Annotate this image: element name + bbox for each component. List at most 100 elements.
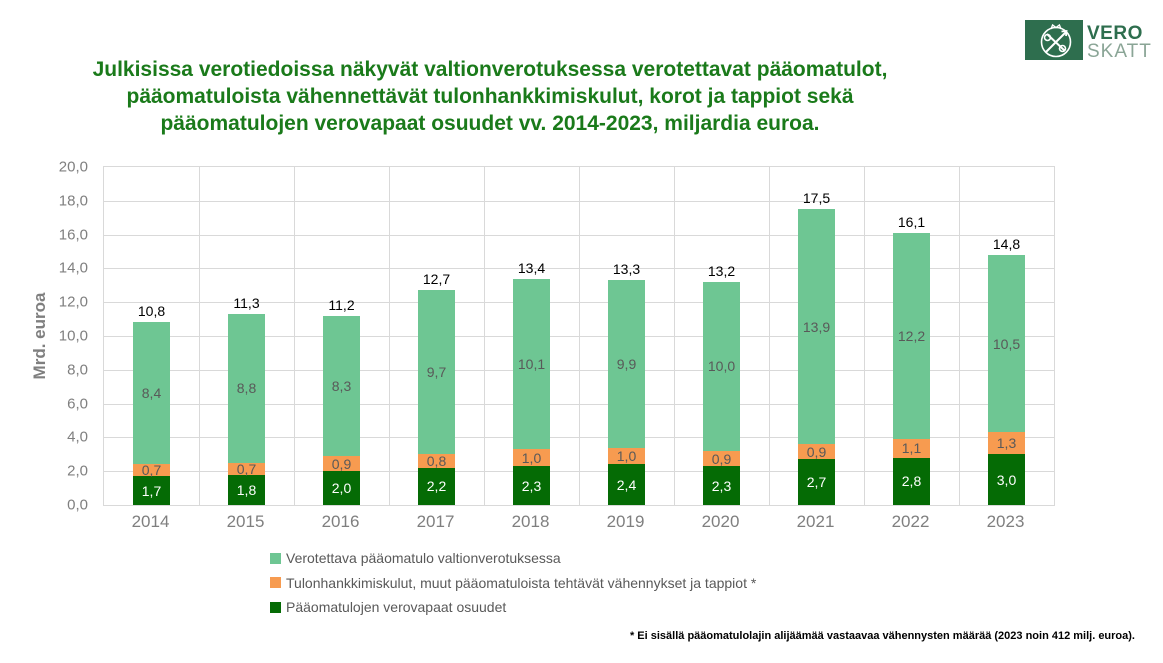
bar-total-label: 10,8 (137, 303, 166, 320)
y-tick-label: 4,0 (67, 428, 88, 446)
bar-segment-label: 2,7 (806, 474, 827, 491)
bar-segment-label: 2,3 (711, 477, 732, 494)
gridline-vertical (199, 167, 200, 505)
legend-swatch (270, 552, 281, 564)
x-tick-label: 2014 (131, 512, 170, 531)
legend-label: Verotettava pääomatulo valtionverotukses… (286, 550, 561, 567)
bar-total-label: 14,8 (992, 235, 1021, 252)
bar-segment-label: 12,2 (897, 328, 926, 344)
vero-emblem-icon (1025, 20, 1083, 65)
bar-segment (703, 450, 740, 467)
bar-segment (893, 232, 930, 440)
bar-segment-label: 2,8 (901, 473, 922, 490)
bar-segment (418, 290, 455, 455)
gridline-vertical (959, 167, 960, 505)
bar-total-label: 17,5 (802, 190, 831, 207)
bar-segment (893, 457, 930, 505)
x-axis-ticks: 2014 2015 2016 2017 2018 2019 2020 2021 2022 2023 (103, 512, 1055, 534)
y-tick-label: 14,0 (58, 259, 88, 277)
bar-segment (703, 466, 740, 505)
bar-segment (418, 454, 455, 468)
gridline-vertical (579, 167, 580, 505)
title-line-1: Julkisissa verotiedoissa näkyvät valtion… (92, 58, 888, 81)
legend-item: Pääomatulojen verovapaat osuudet (270, 595, 756, 620)
legend: Verotettava pääomatulo valtionverotukses… (270, 546, 756, 620)
legend-label: Tulonhankkimiskulut, muut pääomatuloista… (286, 574, 757, 591)
bar-segment (798, 444, 835, 460)
bar-segment-label: 2,3 (521, 477, 542, 494)
x-tick-label: 2023 (986, 512, 1025, 531)
bar-segment (608, 464, 645, 505)
bar-segment-label: 8,4 (141, 385, 162, 402)
vero-logo: VERO SKATT (1025, 20, 1152, 65)
x-tick-label: 2020 (701, 512, 740, 531)
chart-title: Julkisissa verotiedoissa näkyvät valtion… (0, 56, 980, 137)
gridline-vertical (294, 167, 295, 505)
bar-segment-label: 13,9 (802, 318, 831, 335)
footnote: * Ei sisällä pääomatulolajin alijäämää v… (629, 630, 1135, 642)
gridline-vertical (674, 167, 675, 505)
y-tick-label: 6,0 (67, 395, 88, 413)
x-tick-label: 2021 (796, 512, 835, 531)
bar-segment (608, 447, 645, 465)
bar-total-label: 13,4 (517, 259, 546, 276)
logo-wordmark: VERO SKATT (1087, 22, 1152, 62)
gridline-vertical (864, 167, 865, 505)
logo-text-skatt: SKATT (1087, 40, 1152, 62)
bar-segment-label: 10,0 (707, 358, 736, 375)
bar-total-label: 11,2 (328, 296, 355, 313)
legend-item: Verotettava pääomatulo valtionverotukses… (270, 546, 756, 571)
logo-text-vero: VERO (1087, 22, 1143, 44)
bar-segment (133, 464, 170, 477)
bar-segment-label: 0,9 (806, 443, 827, 460)
bar-segment-label: 2,2 (426, 478, 447, 495)
y-tick-label: 2,0 (67, 462, 88, 480)
bar-total-label: 13,2 (707, 262, 736, 279)
bar-segment (988, 432, 1025, 455)
bar-segment-label: 1,0 (521, 449, 542, 466)
x-tick-label: 2022 (891, 512, 930, 531)
bar-total-label: 16,1 (897, 213, 926, 230)
bar-segment-label: 9,9 (616, 355, 637, 372)
y-tick-label: 8,0 (67, 361, 88, 379)
bar-segment-label: 10,1 (517, 355, 546, 372)
legend-item: Tulonhankkimiskulut, muut pääomatuloista… (270, 571, 756, 596)
bar-segment (323, 455, 360, 472)
bar-total-label: 13,3 (612, 261, 641, 278)
y-tick-label: 18,0 (58, 192, 88, 210)
bar-segment (228, 314, 265, 463)
bar-segment-label: 8,8 (236, 380, 257, 397)
bar-segment (228, 474, 265, 505)
bar-segment (798, 459, 835, 505)
y-tick-label: 0,0 (67, 496, 88, 514)
title-line-3: pääomatulojen verovapaat osuudet vv. 201… (160, 112, 820, 135)
bar-segment (228, 462, 265, 475)
y-tick-label: 20,0 (58, 158, 88, 176)
bar-segment (608, 280, 645, 448)
y-tick-label: 10,0 (58, 327, 88, 345)
bar-segment-label: 2,4 (616, 476, 637, 493)
bar-segment-label: 0,7 (141, 462, 162, 479)
x-tick-label: 2015 (226, 512, 265, 531)
legend-swatch (270, 577, 281, 589)
gridline-vertical (484, 167, 485, 505)
y-tick-label: 16,0 (58, 226, 88, 244)
bar-segment-label: 3,0 (996, 471, 1017, 488)
bar-segment-label: 0,7 (236, 460, 257, 477)
bar-segment (513, 449, 550, 467)
y-tick-label: 12,0 (58, 293, 88, 311)
bar-segment (133, 476, 170, 505)
bar-segment-label: 1,3 (996, 435, 1017, 452)
bar-segment (513, 278, 550, 450)
bar-segment (988, 454, 1025, 505)
bar-total-label: 12,7 (422, 271, 451, 288)
bar-segment-label: 8,3 (331, 377, 352, 394)
bar-segment-label: 1,1 (901, 440, 922, 457)
bar-segment (893, 439, 930, 458)
x-tick-label: 2018 (511, 512, 550, 531)
bar-segment (798, 209, 835, 445)
bar-segment (418, 467, 455, 505)
bar-segment (133, 322, 170, 465)
bar-segment-label: 1,8 (236, 481, 257, 498)
x-tick-label: 2017 (416, 512, 455, 531)
